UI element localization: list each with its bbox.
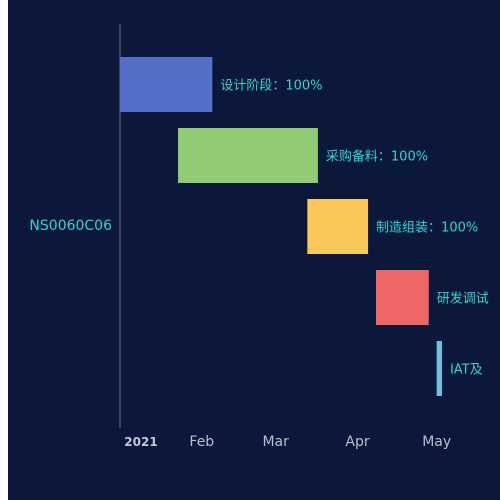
axes: NS0060C06 bbox=[29, 24, 121, 428]
task-bar[interactable] bbox=[375, 270, 429, 325]
x-tick-label: Apr bbox=[345, 434, 369, 450]
task-label: 采购备料：100% bbox=[326, 149, 428, 165]
task-label: 研发调试 bbox=[437, 291, 489, 307]
task-label: IAT及 bbox=[450, 363, 483, 378]
x-tick-label: Feb bbox=[189, 434, 214, 450]
task-bar[interactable] bbox=[436, 341, 442, 396]
task-bars bbox=[120, 57, 442, 396]
chart-panel: NS0060C06 设计阶段：100% 采购备料：100% 制造组装：100% 研发调… bbox=[8, 0, 500, 500]
x-tick-label: Mar bbox=[262, 434, 289, 450]
task-bar[interactable] bbox=[178, 128, 318, 183]
task-labels: 设计阶段：100% 采购备料：100% 制造组装：100% 研发调试 IAT及 bbox=[220, 79, 488, 378]
task-bar[interactable] bbox=[120, 57, 213, 112]
x-tick-label: 2021 bbox=[124, 435, 157, 449]
task-label: 制造组装：100% bbox=[376, 221, 478, 236]
task-label: 设计阶段：100% bbox=[220, 79, 322, 94]
category-label: NS0060C06 bbox=[29, 218, 112, 234]
x-axis-ticks: 2021 Feb Mar Apr May bbox=[124, 434, 451, 450]
gantt-chart: NS0060C06 设计阶段：100% 采购备料：100% 制造组装：100% 研发调… bbox=[29, 24, 489, 450]
task-bar[interactable] bbox=[307, 199, 369, 254]
x-tick-label: May bbox=[422, 434, 451, 450]
